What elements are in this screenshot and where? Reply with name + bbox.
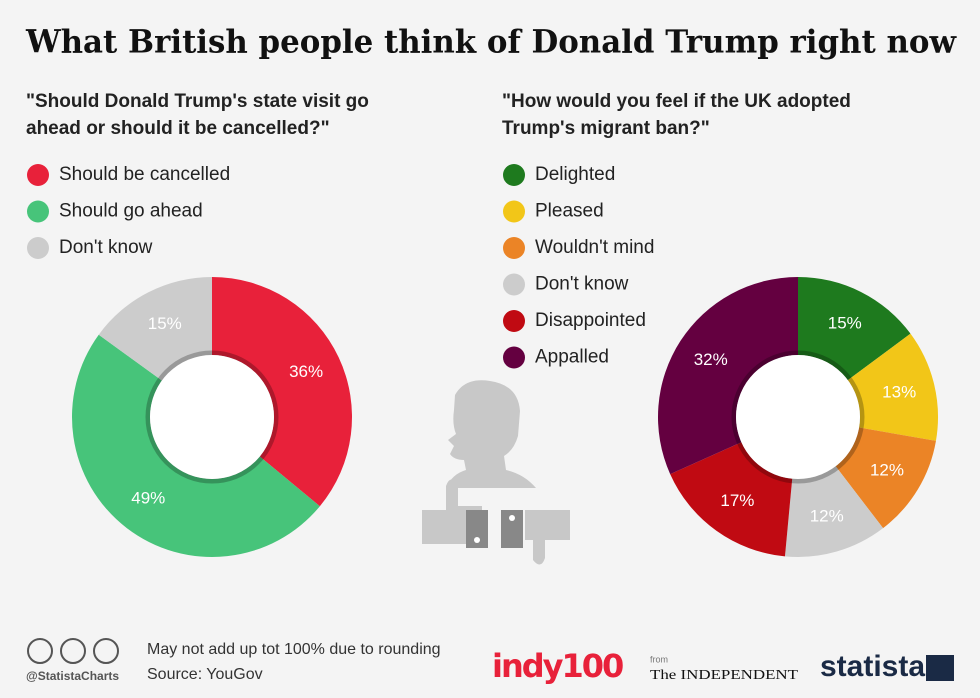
donut-slice [835,427,936,529]
slice-label: 49% [131,489,165,508]
chart-title: ahead or should it be cancelled?" [26,118,330,139]
legend-label: Disappointed [535,310,646,331]
donut-slice [212,277,352,507]
donut-hole [150,355,274,479]
legend-swatch [503,164,525,186]
handle: @StatistaCharts [26,669,119,683]
legend-swatch [503,310,525,332]
legend-label: Should be cancelled [59,164,230,185]
independent-logo: The INDEPENDENT [650,668,799,683]
slice-label: 12% [810,506,844,525]
donut-slice [98,277,212,381]
statista-icon [926,655,954,681]
chart-title: Trump's migrant ban?" [502,118,710,139]
slice-label: 15% [148,314,182,333]
illustration [422,380,570,565]
slice-label: 12% [870,460,904,479]
legend-swatch [503,273,525,296]
donut-inner-ring [731,350,865,484]
legend-swatch [503,346,525,369]
note: May not add up tot 100% due to rounding [147,641,441,658]
donut-hole [736,355,860,479]
slice-label: 17% [720,491,754,510]
legend-label: Should go ahead [59,201,203,222]
from-text: from [650,654,668,664]
chart-title: "How would you feel if the UK adopted [502,91,851,112]
legend-swatch [503,200,525,223]
slice-label: 13% [882,382,916,401]
legend-label: Don't know [59,237,153,258]
slice-label: 36% [289,362,323,381]
legend-label: Pleased [535,201,604,222]
legend-label: Delighted [535,164,615,185]
chart-title: "Should Donald Trump's state visit go [26,91,369,112]
donut-slice [784,466,884,558]
statista-logo: statista [820,650,925,683]
main-title: What British people think of Donald Trum… [25,23,957,61]
donut-slice [798,277,911,381]
donut-slice [71,334,320,558]
legend-swatch [27,200,49,223]
legend-label: Wouldn't mind [535,237,654,258]
slice-label: 32% [694,350,728,369]
legend-swatch [27,164,49,186]
donut-inner-ring [145,350,279,484]
slice-label: 15% [828,314,862,333]
source: Source: YouGov [147,666,263,683]
legend-swatch [503,237,525,259]
legend-label: Don't know [535,274,629,295]
legend-label: Appalled [535,347,609,368]
donut-slice [670,442,793,557]
donut-slice [847,333,939,441]
legend-swatch [27,237,49,259]
donut-slice [658,277,798,475]
cc-icons [27,638,119,664]
indy-logo: indy100 [492,647,623,685]
